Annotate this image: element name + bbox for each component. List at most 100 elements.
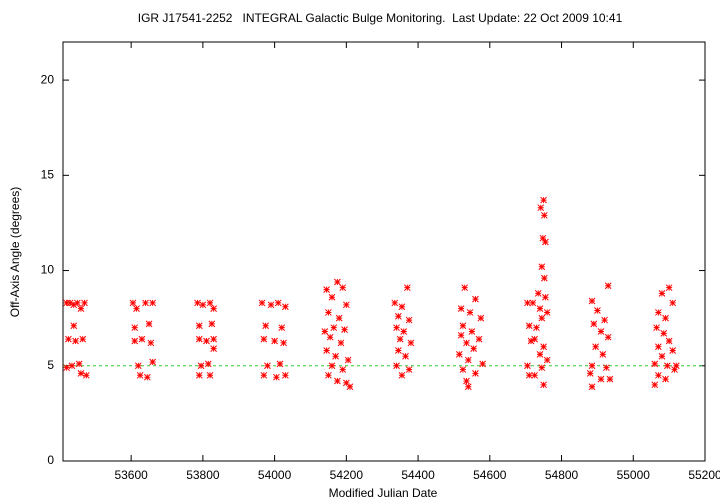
data-point	[274, 299, 282, 307]
data-point	[197, 362, 205, 370]
data-point	[194, 299, 201, 307]
data-point	[604, 282, 612, 290]
data-point	[77, 370, 85, 377]
data-point	[346, 383, 354, 391]
data-point	[597, 328, 605, 335]
data-point	[323, 286, 330, 293]
data-point	[330, 324, 338, 332]
data-point	[525, 371, 533, 379]
data-point	[199, 301, 207, 309]
data-point	[77, 305, 85, 312]
data-point	[81, 299, 88, 307]
data-point	[464, 356, 472, 364]
data-point	[525, 322, 533, 330]
y-tick-label: 10	[41, 263, 55, 277]
data-point	[599, 350, 607, 358]
y-tick-label: 5	[47, 358, 54, 372]
data-point	[131, 337, 139, 345]
data-point	[658, 290, 666, 297]
data-point	[479, 360, 486, 368]
data-point	[391, 299, 399, 307]
data-point	[394, 312, 402, 320]
data-point	[70, 322, 78, 330]
data-point	[538, 314, 546, 322]
data-point	[210, 345, 217, 352]
data-point	[134, 362, 142, 370]
data-point	[534, 290, 542, 297]
data-point	[669, 299, 677, 307]
data-point	[63, 299, 70, 307]
data-point	[396, 335, 404, 343]
data-point	[588, 362, 596, 370]
data-point	[653, 324, 660, 332]
data-point	[264, 362, 271, 370]
data-point	[655, 343, 662, 351]
data-point	[461, 284, 469, 292]
data-point	[138, 335, 146, 343]
data-point	[398, 371, 406, 379]
x-tick-label: 54800	[545, 468, 579, 482]
y-tick-label: 0	[47, 453, 54, 467]
data-point	[328, 293, 336, 301]
data-point	[402, 352, 409, 360]
data-point	[206, 299, 214, 307]
x-tick-label: 54200	[330, 468, 364, 482]
x-tick-label: 53800	[186, 468, 220, 482]
data-point	[335, 314, 343, 322]
data-point	[537, 204, 545, 212]
data-point	[204, 360, 212, 368]
data-point	[672, 362, 680, 370]
x-tick-label: 55000	[617, 468, 651, 482]
data-point	[542, 293, 549, 301]
data-point	[662, 314, 669, 322]
data-point	[543, 309, 551, 316]
data-point	[145, 320, 153, 328]
data-point	[326, 333, 334, 341]
data-point	[529, 299, 537, 307]
data-point	[278, 324, 286, 332]
data-point	[459, 322, 467, 330]
data-point	[531, 371, 538, 379]
data-point	[472, 295, 479, 303]
data-point	[149, 358, 157, 366]
data-point	[586, 370, 594, 377]
data-point	[271, 337, 278, 345]
data-point	[527, 337, 535, 345]
data-point	[597, 375, 605, 383]
data-point	[323, 347, 330, 354]
data-point	[538, 263, 546, 271]
data-point	[543, 356, 551, 364]
data-point	[531, 335, 538, 343]
data-point	[334, 377, 341, 385]
data-point	[334, 278, 341, 286]
data-point	[72, 337, 79, 345]
data-point	[472, 370, 479, 377]
data-point	[325, 371, 332, 379]
data-point	[660, 330, 668, 337]
data-point	[203, 337, 210, 345]
data-point	[540, 196, 547, 204]
x-axis-label: Modified Julian Date	[329, 486, 438, 500]
x-tick-label: 54400	[401, 468, 435, 482]
data-point	[68, 362, 76, 370]
data-point	[658, 352, 666, 360]
data-point	[457, 305, 465, 312]
data-point	[464, 383, 472, 391]
data-point	[604, 333, 612, 341]
data-point	[337, 339, 345, 347]
data-point	[149, 299, 157, 307]
data-point	[276, 360, 284, 368]
data-point	[260, 371, 268, 379]
data-point	[65, 335, 72, 343]
data-point	[540, 343, 547, 351]
data-point	[665, 284, 673, 292]
data-point	[73, 299, 81, 307]
data-point	[321, 328, 329, 335]
data-point	[588, 297, 596, 305]
y-axis-label: Off-Axis Angle (degrees)	[8, 187, 22, 318]
data-point	[477, 314, 485, 322]
data-point	[540, 211, 548, 219]
data-point	[129, 299, 137, 307]
data-point	[475, 335, 483, 343]
